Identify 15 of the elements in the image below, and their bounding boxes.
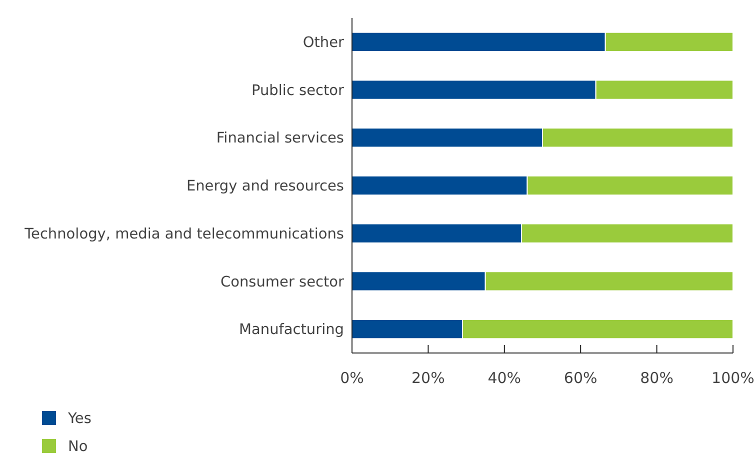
x-tick-label: 100% bbox=[712, 369, 754, 387]
x-tick-label: 20% bbox=[412, 369, 445, 387]
legend-label: No bbox=[68, 439, 88, 456]
y-tick-label: Consumer sector bbox=[220, 274, 344, 290]
y-tick-label: Technology, media and telecommunications bbox=[24, 226, 344, 242]
y-tick-label: Financial services bbox=[216, 130, 344, 147]
y-tick-label: Public sector bbox=[252, 82, 344, 99]
y-tick-label: Energy and resources bbox=[186, 178, 344, 195]
x-tick-label: 40% bbox=[488, 369, 522, 387]
x-tick-label: 0% bbox=[340, 369, 364, 387]
x-tick-label: 80% bbox=[640, 369, 674, 387]
y-tick-label: Manufacturing bbox=[239, 322, 344, 338]
y-tick-label: Other bbox=[302, 35, 344, 52]
legend-label: Yes bbox=[67, 411, 92, 428]
x-tick-label: 60% bbox=[564, 369, 598, 387]
